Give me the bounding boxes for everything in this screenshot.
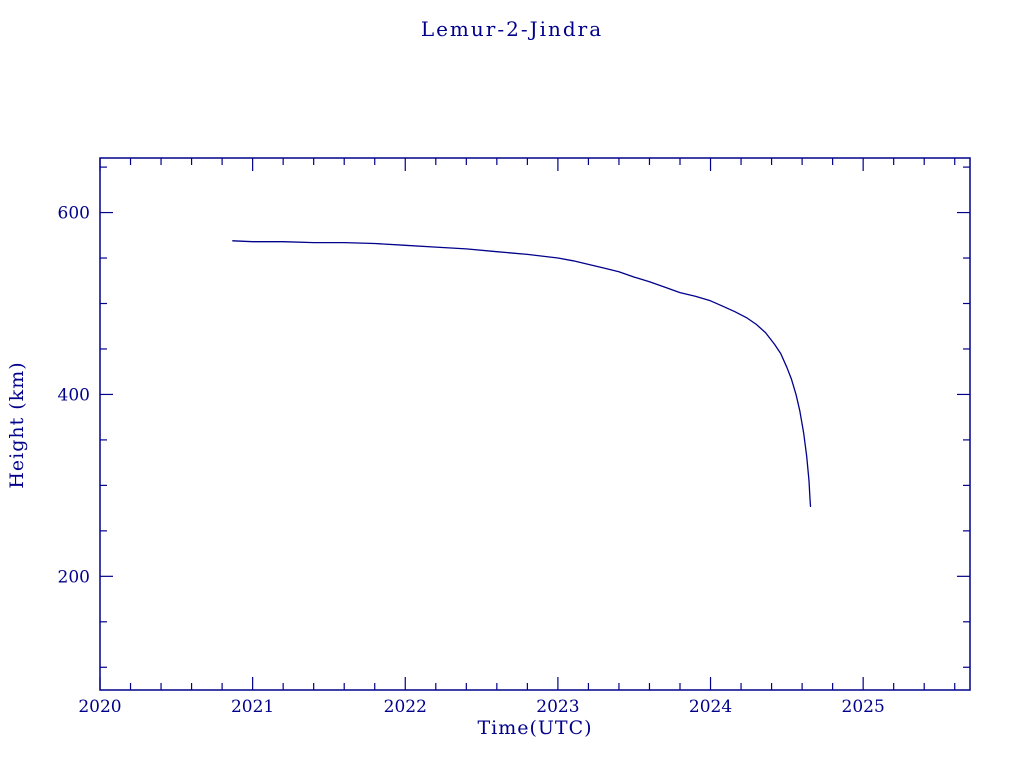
- y-tick-label: 400: [58, 385, 90, 405]
- y-tick-label: 200: [58, 567, 90, 587]
- x-axis-label: Time(UTC): [477, 717, 593, 739]
- x-tick-label: 2023: [536, 697, 579, 717]
- x-tick-label: 2021: [231, 697, 274, 717]
- x-tick-label: 2022: [384, 697, 427, 717]
- x-tick-label: 2024: [689, 697, 732, 717]
- plot-frame: [99, 157, 971, 691]
- chart-title: Lemur-2-Jindra: [420, 17, 604, 41]
- y-axis-label: Height (km): [6, 361, 28, 489]
- data-line: [232, 240, 812, 507]
- y-tick-label: 600: [58, 204, 90, 224]
- x-tick-label: 2025: [842, 697, 885, 717]
- x-tick-label: 2020: [78, 697, 121, 717]
